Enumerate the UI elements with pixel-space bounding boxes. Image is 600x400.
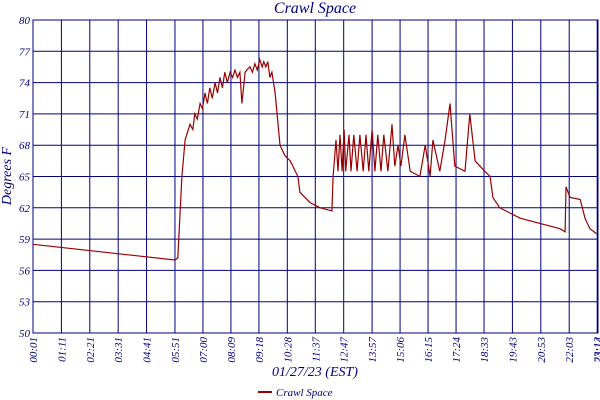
x-tick-label: 03:31: [113, 337, 125, 363]
x-tick-label: 20:53: [536, 337, 548, 363]
x-tick-label: 00:01: [28, 337, 40, 363]
y-tick-label: 77: [19, 46, 31, 58]
x-tick-label: 07:00: [198, 337, 210, 363]
y-tick-label: 68: [19, 140, 31, 152]
x-tick-label: 09:18: [254, 337, 266, 363]
data-line: [32, 57, 598, 261]
x-tick-label: 19:43: [507, 337, 519, 363]
x-tick-label: 15:06: [395, 337, 407, 363]
x-tick-label: 23:14: [593, 337, 600, 363]
x-tick-label: 16:15: [423, 337, 435, 363]
y-tick-label: 53: [19, 297, 31, 309]
x-tick-label: 08:09: [226, 337, 238, 363]
x-tick-label: 10:28: [282, 337, 294, 363]
y-axis-label: Degrees F: [0, 146, 15, 206]
y-tick-label: 50: [19, 328, 31, 340]
legend-label: Crawl Space: [276, 387, 333, 399]
y-tick-label: 80: [19, 15, 31, 27]
x-tick-label: 17:24: [451, 337, 463, 363]
x-tick-label: 05:51: [170, 337, 182, 363]
x-axis-label: 01/27/23 (EST): [272, 365, 358, 380]
x-tick-label: 02:21: [85, 337, 97, 363]
y-tick-label: 71: [19, 109, 30, 121]
y-tick-label: 65: [19, 172, 31, 184]
x-tick-label: 23:12: [592, 337, 600, 363]
y-tick-label: 56: [19, 265, 31, 277]
x-tick-label: 04:41: [142, 337, 154, 363]
x-tick-label: 12:47: [339, 337, 351, 363]
y-tick-label: 62: [19, 203, 31, 215]
y-tick-label: 74: [19, 78, 31, 90]
x-tick-label: 01:11: [56, 337, 68, 362]
x-tick-label: 11:37: [310, 337, 322, 362]
x-tick-label: 13:57: [367, 337, 379, 363]
x-tick-label: 22:03: [564, 337, 576, 363]
y-tick-label: 59: [19, 234, 31, 246]
chart-title: Crawl Space: [274, 0, 356, 17]
x-tick-label: 18:33: [479, 337, 491, 363]
